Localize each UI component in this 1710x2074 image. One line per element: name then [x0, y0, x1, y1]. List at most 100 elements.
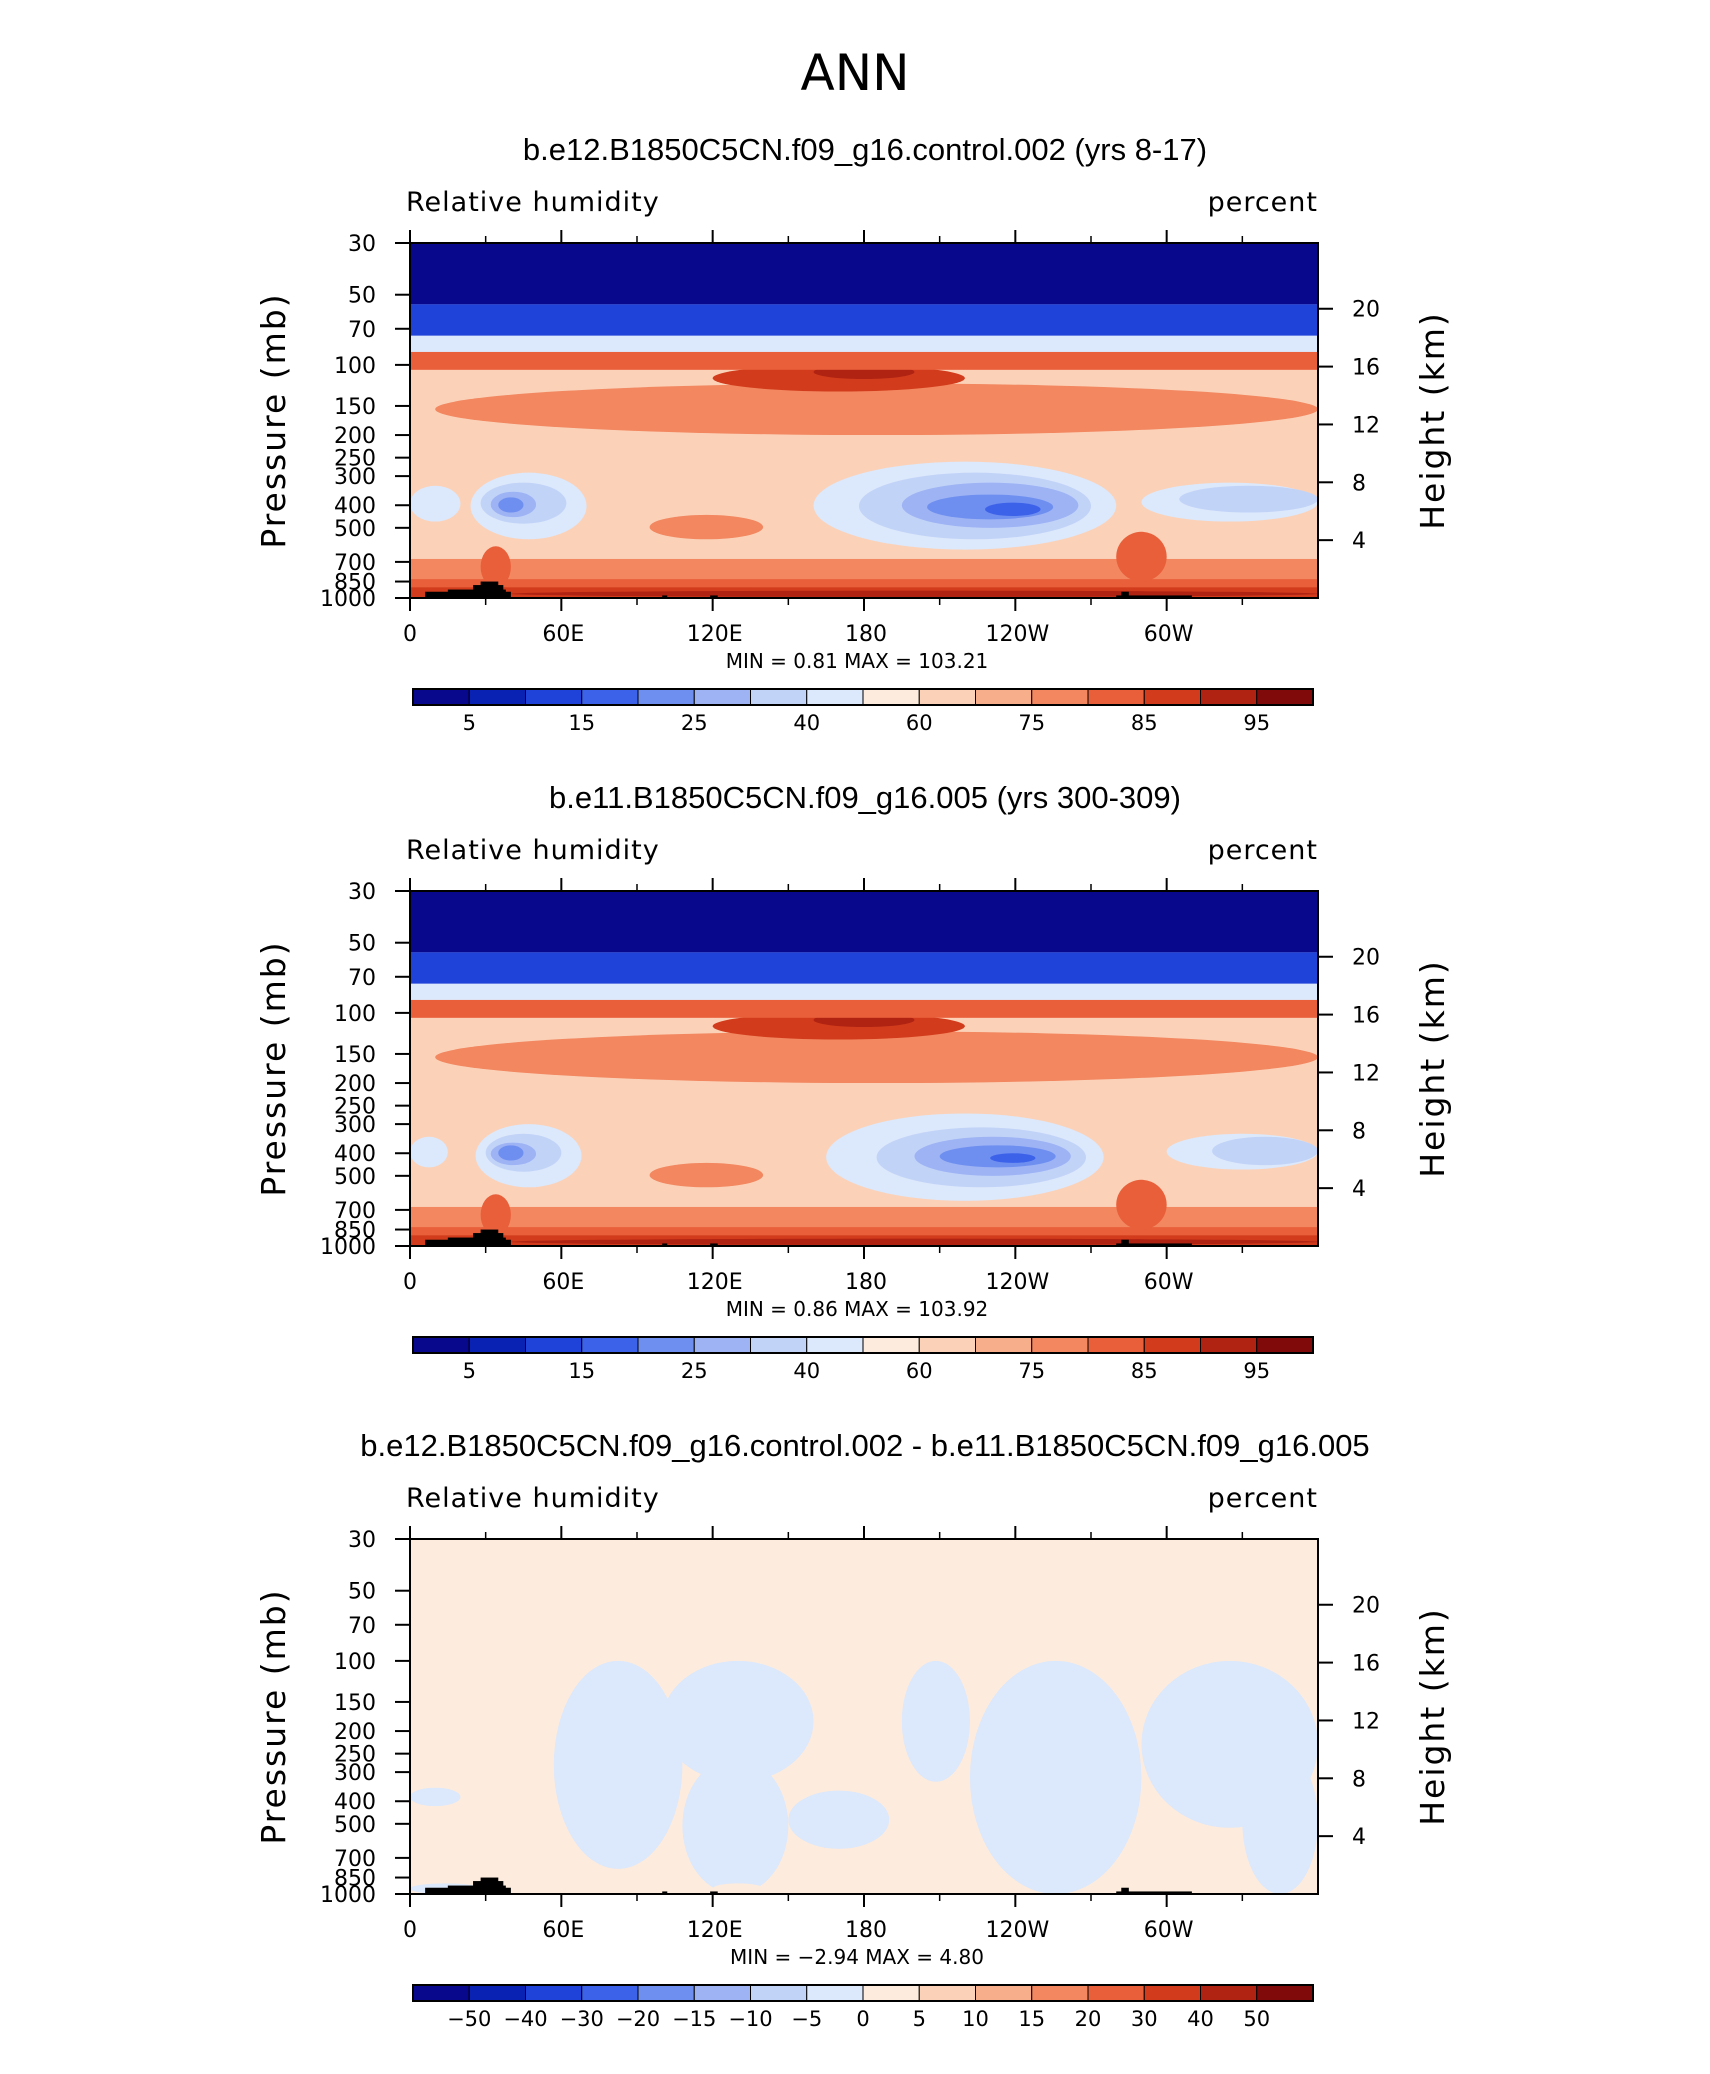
contour-band [990, 1153, 1036, 1163]
y-tick-label: 500 [334, 1165, 376, 1190]
contour-band [662, 1660, 814, 1782]
colorbar-label: 75 [1018, 711, 1045, 735]
colorbar-box [1256, 688, 1314, 706]
colorbar-box [1087, 1984, 1145, 2002]
right-tick-label: 20 [1352, 946, 1380, 971]
colorbar-label: −15 [672, 2007, 716, 2031]
colorbar-box [1143, 1336, 1201, 1354]
colorbar-box [581, 688, 639, 706]
colorbar-box [750, 1984, 808, 2002]
y-tick-label: 100 [334, 1650, 376, 1675]
units-label: percent [1208, 187, 1318, 218]
terrain-mask [710, 1891, 718, 1894]
colorbar-box [412, 688, 470, 706]
colorbar-frame [412, 1336, 1314, 1354]
colorbar-box [975, 1984, 1033, 2002]
y-tick-label: 850 [334, 1219, 376, 1244]
contour-field [410, 891, 1318, 1246]
y-tick-label: 150 [334, 1691, 376, 1716]
colorbar-box [975, 1336, 1033, 1354]
colorbar-box [1143, 688, 1201, 706]
x-tick-label: 180 [845, 1270, 887, 1295]
contour-band [480, 1194, 511, 1236]
panel-title: b.e12.B1850C5CN.f09_g16.control.002 - b.… [360, 1428, 1369, 1463]
x-tick-label: 180 [845, 622, 887, 647]
contour-band [480, 546, 511, 588]
colorbar-box [1200, 1336, 1258, 1354]
colorbar-label: −5 [791, 2007, 822, 2031]
right-tick-label: 8 [1352, 1119, 1366, 1144]
contour-band [410, 243, 1318, 305]
contour-band [410, 952, 1318, 984]
x-tick-label: 60E [542, 1270, 584, 1295]
y-tick-label: 1000 [320, 1883, 376, 1908]
right-tick-label: 4 [1352, 1177, 1366, 1202]
y-tick-label: 200 [334, 424, 376, 449]
colorbar-frame [412, 1984, 1314, 2002]
contour-field [410, 243, 1318, 598]
right-axis-title: Height (km) [1413, 1607, 1452, 1826]
terrain-mask [480, 581, 499, 598]
panels-group: b.e12.B1850C5CN.f09_g16.control.002 (yrs… [254, 132, 1452, 2031]
colorbar-box [1143, 1984, 1201, 2002]
contour-band [682, 1757, 789, 1894]
x-tick-label: 120E [687, 622, 743, 647]
colorbar-box [525, 1984, 583, 2002]
colorbar-label: 40 [793, 711, 820, 735]
colorbar-box [693, 688, 751, 706]
colorbar-label: 0 [856, 2007, 869, 2031]
x-tick-label: 60E [542, 1918, 584, 1943]
colorbar-label: 85 [1131, 1359, 1158, 1383]
colorbar-label: 5 [463, 711, 476, 735]
colorbar-label: 25 [681, 711, 708, 735]
contour-band [649, 1162, 764, 1188]
x-tick-label: 120W [985, 1270, 1049, 1295]
right-axis-title: Height (km) [1413, 311, 1452, 530]
panel-title: b.e12.B1850C5CN.f09_g16.control.002 (yrs… [523, 132, 1207, 167]
colorbar-box [468, 688, 526, 706]
colorbar-label: 20 [1075, 2007, 1102, 2031]
colorbar-box [1031, 1336, 1089, 1354]
contour-band [1179, 485, 1318, 513]
terrain-mask [1121, 1239, 1129, 1246]
colorbar-box [918, 1336, 976, 1354]
y-axis-title: Pressure (mb) [254, 292, 293, 548]
colorbar-box [525, 688, 583, 706]
y-tick-label: 400 [334, 494, 376, 519]
contour-band [498, 1145, 524, 1161]
variable-label: Relative humidity [406, 187, 660, 218]
colorbar-label: 60 [906, 1359, 933, 1383]
y-tick-label: 700 [334, 1847, 376, 1872]
contour-band [969, 1660, 1142, 1894]
y-tick-label: 300 [334, 465, 376, 490]
y-axis-title: Pressure (mb) [254, 940, 293, 1196]
right-tick-label: 12 [1352, 413, 1380, 438]
y-tick-label: 50 [348, 284, 376, 309]
colorbar-box [750, 688, 808, 706]
colorbar-box [412, 1984, 470, 2002]
terrain-mask [1116, 1891, 1192, 1894]
contour-band [1212, 1136, 1318, 1166]
colorbar-label: 5 [463, 1359, 476, 1383]
y-tick-label: 70 [348, 318, 376, 343]
contour-band [510, 590, 1318, 597]
y-tick-label: 1000 [320, 587, 376, 612]
contour-band [1242, 1749, 1318, 1894]
colorbar-box [468, 1336, 526, 1354]
units-label: percent [1208, 835, 1318, 866]
contour-band [1116, 1179, 1167, 1230]
x-tick-label: 120E [687, 1918, 743, 1943]
colorbar-box [525, 1336, 583, 1354]
y-tick-label: 30 [348, 232, 376, 257]
y-tick-label: 850 [334, 571, 376, 596]
contour-band [410, 304, 1318, 336]
units-label: percent [1208, 1483, 1318, 1514]
chart-panel-1: b.e12.B1850C5CN.f09_g16.control.002 (yrs… [254, 132, 1452, 735]
terrain-mask [1121, 591, 1129, 598]
colorbar-label: −50 [447, 2007, 491, 2031]
contour-band [410, 351, 1318, 370]
terrain-mask [480, 1229, 499, 1246]
y-tick-label: 700 [334, 1199, 376, 1224]
contour-band [410, 485, 461, 522]
min-max-label: MIN = −2.94 MAX = 4.80 [730, 1945, 984, 1969]
